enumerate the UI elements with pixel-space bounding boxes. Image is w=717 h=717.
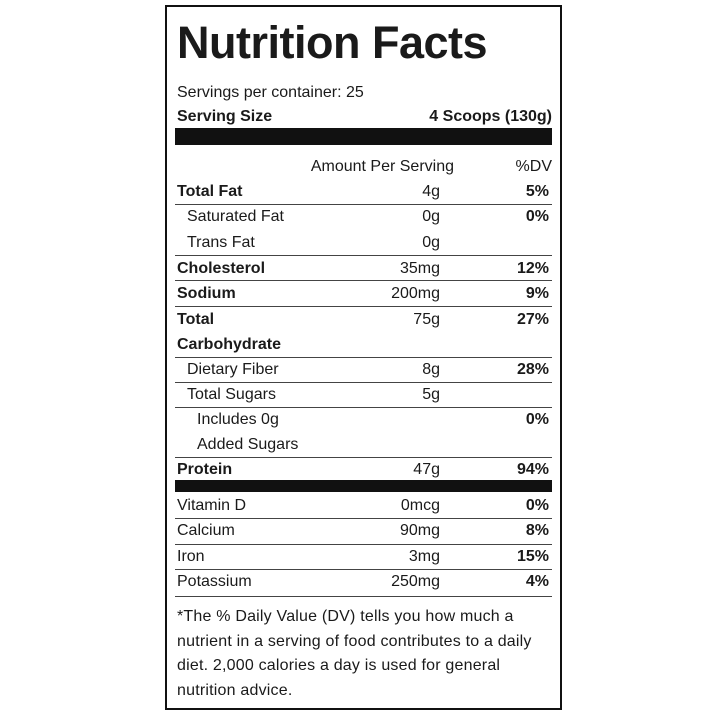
nutrient-label: Cholesterol — [177, 260, 266, 277]
thick-bar — [175, 128, 552, 145]
nutrient-row: Saturated Fat 0g 0% — [175, 204, 552, 229]
nutrient-label: Total Carbohydrate — [177, 311, 282, 353]
nutrient-amount: 200mg — [391, 285, 440, 302]
nutrient-row: Dietary Fiber 8g 28% — [175, 357, 552, 382]
rule — [175, 407, 552, 408]
rule — [175, 204, 552, 205]
nutrient-label: Vitamin D — [177, 497, 247, 514]
header-row: Amount Per Serving %DV — [175, 154, 552, 179]
rule — [175, 568, 552, 570]
nutrient-dv: 0% — [525, 411, 549, 428]
nutrient-row: Calcium 90mg 8% — [175, 518, 552, 543]
dv-header: %DV — [515, 158, 552, 175]
nutrient-row: Vitamin D 0mcg 0% — [175, 493, 552, 518]
nutrient-row: Includes 0g Added Sugars 0% — [175, 407, 552, 453]
nutrient-label: Potassium — [177, 572, 252, 590]
nutrient-amount: 3mg — [408, 547, 440, 565]
rule — [175, 306, 552, 307]
nutrient-label: Dietary Fiber — [187, 361, 279, 378]
nutrient-dv: 94% — [516, 461, 549, 478]
nutrient-dv: 27% — [516, 311, 549, 328]
nutrient-row: Sodium 200mg 9% — [175, 281, 552, 306]
nutrient-dv: 5% — [525, 183, 549, 200]
nutrient-amount: 5g — [422, 386, 440, 403]
nutrient-row: Trans Fat 0g — [175, 230, 552, 255]
nutrient-amount: 0g — [422, 208, 440, 225]
nutrient-row: Cholesterol 35mg 12% — [175, 256, 552, 281]
nutrient-amount: 90mg — [399, 522, 440, 540]
title: Nutrition Facts — [177, 17, 488, 68]
nutrient-row: Potassium 250mg 4% — [175, 569, 552, 594]
nutrient-dv: 4% — [525, 572, 549, 590]
nutrient-dv: 0% — [525, 208, 549, 225]
rule — [175, 518, 552, 520]
nutrient-amount: 47g — [413, 461, 440, 478]
rule — [175, 457, 552, 458]
nutrient-label: Calcium — [177, 522, 235, 540]
footnote: *The % Daily Value (DV) tells you how mu… — [177, 608, 532, 699]
nutrient-label: Total Sugars — [187, 386, 276, 403]
nutrient-amount: 0mcg — [400, 497, 440, 514]
nutrient-dv: 0% — [525, 497, 549, 514]
nutrient-row: Iron 3mg 15% — [175, 544, 552, 569]
nutrient-row: Total Fat 4g 5% — [175, 179, 552, 204]
rule — [175, 382, 552, 383]
nutrient-amount: 75g — [413, 311, 440, 328]
nutrient-row: Protein 47g 94% — [175, 457, 552, 482]
rule — [175, 255, 552, 256]
nutrient-amount: 250mg — [391, 572, 440, 590]
nutrient-label: Sodium — [177, 285, 236, 302]
nutrient-dv: 12% — [516, 260, 549, 277]
thick-bar — [175, 480, 552, 492]
nutrient-dv: 9% — [525, 285, 549, 302]
nutrient-amount: 4g — [422, 183, 440, 200]
rule — [175, 280, 552, 281]
nutrient-amount: 35mg — [399, 260, 440, 277]
nutrient-row: Total Sugars 5g — [175, 382, 552, 407]
nutrient-amount: 8g — [422, 361, 440, 378]
rule — [175, 357, 552, 358]
nutrient-row: Total Carbohydrate 75g 27% — [175, 307, 552, 353]
nutrient-label: Trans Fat — [187, 234, 255, 251]
nutrient-dv: 28% — [516, 361, 549, 378]
nutrition-label: Nutrition Facts Servings per container: … — [165, 5, 562, 710]
nutrient-label: Protein — [177, 461, 233, 478]
nutrient-label: Total Fat — [177, 183, 243, 200]
rule — [175, 543, 552, 545]
nutrient-label: Includes 0g Added Sugars — [197, 411, 299, 453]
serving-size-label: Serving Size — [177, 108, 273, 125]
nutrient-amount: 0g — [422, 234, 440, 251]
amount-header: Amount Per Serving — [310, 158, 454, 175]
serving-size-value: 4 Scoops (130g) — [429, 108, 552, 125]
nutrient-dv: 15% — [516, 547, 549, 565]
serving-size-row: Serving Size 4 Scoops (130g) — [175, 104, 552, 129]
nutrient-dv: 8% — [525, 522, 549, 540]
rule — [175, 596, 552, 597]
nutrient-label: Iron — [177, 547, 205, 565]
servings: Servings per container: 25 — [177, 84, 364, 101]
nutrient-label: Saturated Fat — [187, 208, 284, 225]
